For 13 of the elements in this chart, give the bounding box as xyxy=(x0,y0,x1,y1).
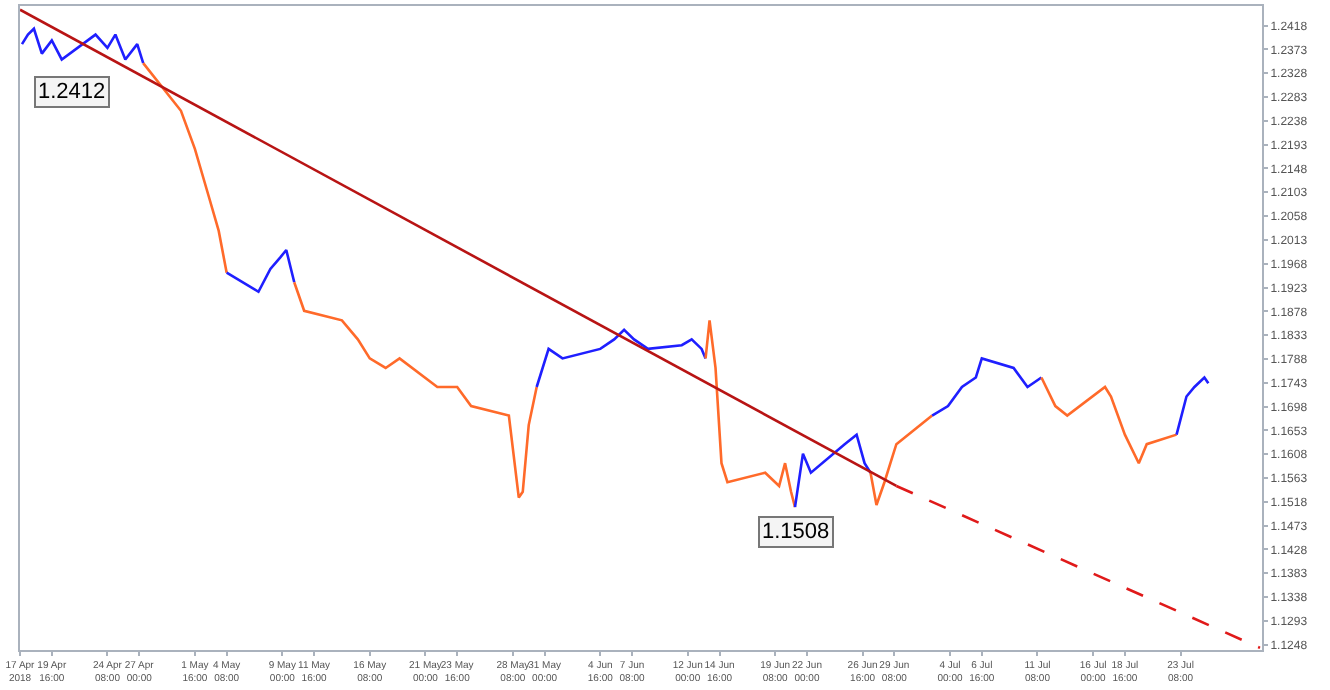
line-series xyxy=(141,61,228,274)
annotation: 1.1508 xyxy=(762,520,830,544)
line-series xyxy=(1175,376,1210,436)
line-series xyxy=(292,280,538,499)
line-series xyxy=(535,328,707,389)
line-series xyxy=(793,433,872,509)
line-series xyxy=(930,357,1043,417)
line-series xyxy=(20,27,145,65)
line-series xyxy=(1040,376,1178,465)
annotation: 1.2412 xyxy=(38,80,106,104)
line-series xyxy=(869,414,934,507)
line-series xyxy=(704,319,797,509)
line-series xyxy=(225,248,296,294)
